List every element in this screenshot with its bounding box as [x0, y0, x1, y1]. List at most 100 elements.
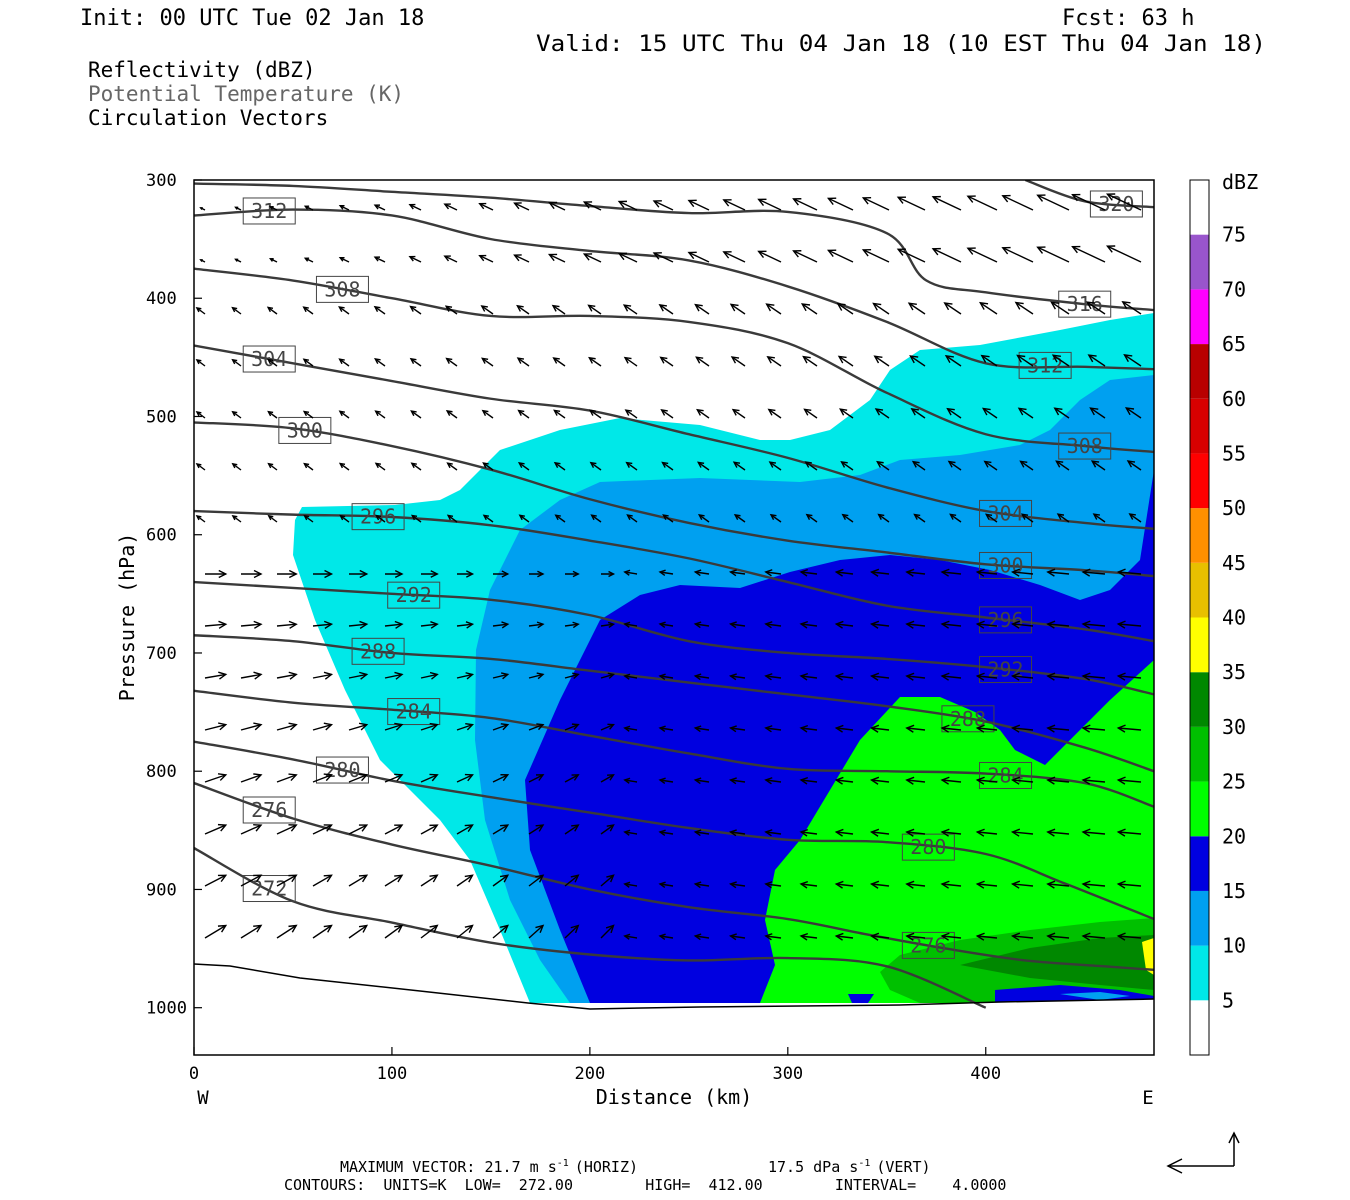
circulation-vector: [799, 828, 818, 837]
circulation-vector: [582, 253, 602, 263]
vert-vector-label: 17.5 dPa s-1 (VERT): [768, 1158, 931, 1176]
circulation-vector: [799, 568, 818, 577]
circulation-vector: [195, 515, 206, 523]
circulation-vector: [659, 356, 674, 367]
circulation-vector: [757, 250, 782, 263]
circulation-vector: [728, 621, 746, 629]
circulation-vector: [303, 462, 314, 471]
circulation-vector: [940, 932, 962, 941]
circulation-vector: [517, 462, 530, 471]
circulation-vector: [1053, 407, 1070, 419]
circulation-vector: [481, 357, 494, 367]
colorbar-unit: dBZ: [1222, 170, 1258, 194]
theta-label-box: [979, 761, 1033, 789]
circulation-vector: [697, 514, 710, 523]
circulation-vector: [799, 620, 818, 629]
circulation-vector: [600, 723, 615, 731]
y-tick-label: 800: [146, 762, 177, 782]
circulation-vector: [600, 672, 616, 679]
circulation-vector: [693, 673, 710, 681]
circulation-vector: [446, 514, 458, 523]
circulation-vector: [1116, 724, 1142, 733]
circulation-vector: [693, 829, 710, 837]
circulation-vector: [492, 874, 510, 887]
circulation-vector: [622, 304, 638, 315]
circulation-vector: [276, 924, 298, 939]
circulation-vector: [869, 724, 890, 733]
circulation-vector: [1046, 724, 1070, 733]
circulation-vector: [528, 874, 545, 887]
circulation-vector: [1001, 246, 1034, 263]
circulation-vector: [695, 356, 710, 367]
refl-35-region: [1142, 938, 1154, 975]
x-tick-label: 200: [575, 1064, 606, 1084]
circulation-vector: [623, 777, 638, 784]
theta-label: 272: [251, 877, 287, 901]
circulation-vector: [1116, 568, 1142, 577]
circulation-vector: [1046, 568, 1070, 577]
colorbar-label: 55: [1222, 441, 1246, 465]
circulation-vector: [1116, 620, 1142, 629]
theta-label-box: [242, 197, 296, 225]
circulation-vector: [600, 570, 616, 578]
circulation-vector: [1010, 776, 1034, 785]
circulation-vector: [1116, 672, 1142, 681]
circulation-vector: [661, 461, 674, 471]
circulation-vector: [896, 248, 926, 263]
circulation-vector: [373, 204, 386, 211]
circulation-vector: [384, 924, 404, 939]
circulation-vector: [276, 874, 298, 887]
circulation-vector: [384, 569, 404, 579]
theta-contour-320: [1024, 180, 1154, 209]
reflectivity-colorbar: 5 10 15 20 25 30 35 40 45 50 55 60 65 70 75: [1189, 179, 1246, 1056]
circulation-vector: [1055, 460, 1070, 471]
circulation-vector: [1081, 880, 1106, 889]
circulation-vector: [338, 358, 350, 367]
refl-surface-10: [1060, 992, 1130, 1000]
circulation-vector: [905, 620, 926, 629]
circulation-vector: [456, 570, 475, 578]
circulation-vector: [600, 774, 615, 783]
colorbar-label: 20: [1222, 824, 1246, 848]
y-tick-label: 900: [146, 880, 177, 900]
circulation-vector: [339, 514, 350, 523]
theta-label-box: [1058, 432, 1112, 460]
circulation-vector: [1081, 672, 1106, 681]
theta-label-box: [242, 796, 296, 824]
circulation-vector: [564, 874, 580, 887]
circulation-vector: [1001, 194, 1034, 211]
circulation-vector: [1081, 568, 1106, 577]
circulation-vector: [1036, 194, 1070, 211]
circulation-vector: [728, 569, 746, 577]
circulation-vector: [492, 824, 510, 835]
circulation-vector: [240, 824, 263, 835]
circulation-vector: [312, 569, 334, 579]
circulation-vector: [374, 410, 386, 419]
circulation-vector: [204, 773, 228, 783]
circulation-vector: [910, 407, 926, 419]
circulation-vector: [480, 305, 494, 315]
circulation-vector: [312, 924, 333, 939]
circulation-vector: [553, 409, 566, 419]
theta-label-box: [1018, 351, 1072, 379]
terrain-mask: [194, 964, 1154, 1055]
theta-label-box: [351, 503, 405, 531]
circulation-vector: [204, 924, 228, 939]
circulation-vector: [267, 410, 278, 419]
circulation-vector: [312, 874, 333, 887]
circulation-vector: [905, 776, 926, 785]
colorbar-label: 45: [1222, 551, 1246, 575]
circulation-vector: [876, 460, 890, 471]
circulation-vector: [662, 514, 674, 523]
circulation-vector: [623, 725, 638, 732]
circulation-vector: [410, 462, 422, 471]
circulation-vector: [861, 196, 890, 211]
circulation-vector: [626, 514, 638, 523]
circulation-vector: [268, 258, 278, 263]
circulation-vector: [764, 777, 782, 785]
circulation-vector: [564, 621, 580, 629]
circulation-vector: [975, 828, 998, 837]
contour-info: CONTOURS: UNITS=K LOW= 272.00 HIGH= 412.…: [284, 1176, 1006, 1194]
circulation-vector: [588, 356, 602, 367]
east-label: E: [1142, 1087, 1153, 1109]
